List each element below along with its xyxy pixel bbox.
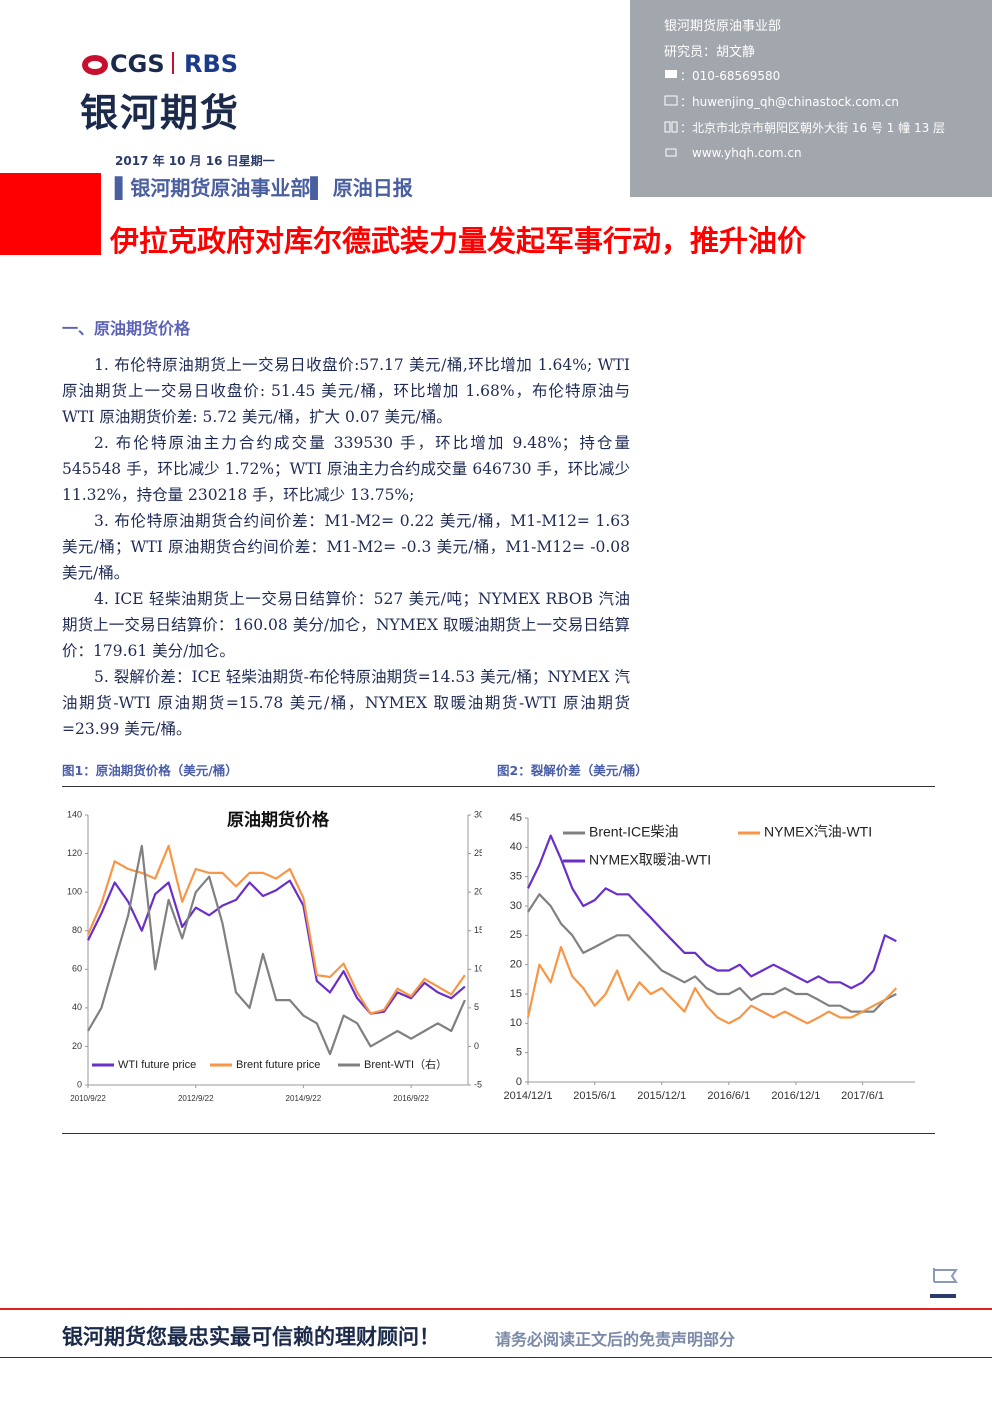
chart: 0 20 40 60 80 100 120 140 -5 0 5 10 15 20 25 30 2010/9/2… <box>67 809 482 1103</box>
y-tick-label: 20 <box>72 1041 82 1051</box>
website: www.yhqh.com.cn <box>692 146 802 160</box>
paragraph: 1. 布伦特原油期货上一交易日收盘价:57.17 美元/桶,环比增加 1.64%… <box>62 356 630 426</box>
chart-title: 原油期货价格 <box>227 809 330 829</box>
y2-tick-label: 15 <box>474 925 482 935</box>
researcher: 研究员：胡文静 <box>664 45 756 60</box>
y-tick-label: 45 <box>510 812 522 824</box>
x-tick-label: 2015/6/1 <box>573 1090 616 1102</box>
y-tick-label: 5 <box>516 1047 522 1059</box>
legend-label: Brent future price <box>236 1059 320 1071</box>
y-tick-label: 0 <box>77 1079 82 1089</box>
logo-divider <box>172 52 174 74</box>
y-tick-label: 0 <box>516 1076 522 1088</box>
y-tick-label: 40 <box>72 1002 82 1012</box>
x-tick-label: 2016/9/22 <box>393 1094 429 1103</box>
x-tick-label: 2016/6/1 <box>707 1090 750 1102</box>
legend-label: NYMEX汽油-WTI <box>764 824 872 840</box>
book-icon <box>664 121 678 133</box>
banner: ▌银河期货原油事业部▌ 原油日报 <box>115 176 413 200</box>
legend-label: Brent-ICE柴油 <box>589 824 678 840</box>
series-line <box>86 844 466 1015</box>
figure-caption: 图2：裂解价差（美元/桶） <box>497 763 648 778</box>
x-tick-label: 2014/12/1 <box>504 1090 553 1102</box>
paragraph: 2. 布伦特原油主力合约成交量 339530 手，环比增加 9.48%；持仓量 … <box>62 434 630 504</box>
paragraph: 3. 布伦特原油期货合约间价差：M1-M2= 0.22 美元/桶，M1-M12=… <box>62 512 630 582</box>
contact-icons <box>664 70 678 157</box>
y2-tick-label: 5 <box>474 1002 479 1012</box>
x-tick-label: 2010/9/22 <box>70 1094 106 1103</box>
headline: 伊拉克政府对库尔德武装力量发起军事行动，推升油价 <box>110 224 807 258</box>
section-title: 一、原油期货价格 <box>62 319 191 338</box>
paragraph: 4. ICE 轻柴油期货上一交易日结算价：527 美元/吨；NYMEX RBOB… <box>62 590 630 660</box>
y-tick-label: 80 <box>72 925 82 935</box>
y-tick-label: 140 <box>67 809 82 819</box>
y2-tick-label: 10 <box>474 964 482 974</box>
rule <box>62 786 935 787</box>
x-tick-label: 2014/9/22 <box>286 1094 322 1103</box>
computer-icon <box>665 148 677 157</box>
y-tick-label: 15 <box>510 988 522 1000</box>
logo: CGS RBS <box>80 50 270 80</box>
y-tick-label: 30 <box>510 900 522 912</box>
y-tick-label: 35 <box>510 871 522 883</box>
mail-icon <box>664 95 678 106</box>
disclaimer: 请务必阅读正文后的免责声明部分 <box>495 1330 736 1349</box>
contact-box: 银河期货原油事业部 研究员：胡文静 ：010-68569580 ：huwenji… <box>630 0 992 197</box>
logo-icon <box>82 55 108 75</box>
y-tick-label: 60 <box>72 964 82 974</box>
x-tick-label: 2012/9/22 <box>178 1094 214 1103</box>
y2-tick-label: -5 <box>474 1079 482 1089</box>
x-tick-label: 2015/12/1 <box>637 1090 686 1102</box>
y-tick-label: 100 <box>67 887 82 897</box>
x-tick-label: 2017/6/1 <box>841 1090 884 1102</box>
y-tick-label: 40 <box>510 841 522 853</box>
report-date: 2017 年 10 月 16 日星期一 <box>115 154 275 168</box>
phone: ：010-68569580 <box>680 69 781 83</box>
series-line <box>527 834 897 990</box>
y2-tick-label: 25 <box>474 848 482 858</box>
logo-cgs: CGS <box>110 50 165 78</box>
footer-rule <box>0 1308 992 1310</box>
y2-tick-label: 20 <box>474 887 482 897</box>
y-tick-label: 120 <box>67 848 82 858</box>
slogan: 银河期货您最忠实最可信赖的理财顾问！ <box>62 1325 440 1349</box>
rule <box>62 1133 935 1134</box>
y-tick-label: 10 <box>510 1017 522 1029</box>
x-tick-label: 2016/12/1 <box>771 1090 820 1102</box>
y-tick-label: 20 <box>510 959 522 971</box>
series-line <box>87 879 466 1015</box>
y2-tick-label: 30 <box>474 809 482 819</box>
series-line <box>527 893 897 1013</box>
legend-label: Brent-WTI（右） <box>364 1057 447 1071</box>
footer-rule <box>0 1357 992 1358</box>
series-line <box>526 946 898 1025</box>
page-icon <box>930 1268 958 1298</box>
phone-icon <box>665 70 677 78</box>
chart: 0 5 10 15 20 25 30 35 40 45 2014/12/1 2015/6/1 2015/… <box>504 812 915 1102</box>
department: 银河期货原油事业部 <box>664 19 782 34</box>
legend-label: WTI future price <box>118 1059 196 1071</box>
paragraph: 5. 裂解价差：ICE 轻柴油期货-布伦特原油期货=14.53 美元/桶；NYM… <box>62 668 630 738</box>
address: ：北京市北京市朝阳区朝外大街 16 号 1 幢 13 层 <box>680 121 946 135</box>
logo-name: 银河期货 <box>80 91 241 135</box>
figure-caption: 图1：原油期货价格（美元/桶） <box>62 763 238 778</box>
logo-rbs: RBS <box>184 50 239 78</box>
y-tick-label: 25 <box>510 929 522 941</box>
red-block <box>0 173 101 255</box>
series-line <box>87 844 466 1056</box>
y2-tick-label: 0 <box>474 1041 479 1051</box>
legend-label: NYMEX取暖油-WTI <box>589 852 711 868</box>
email: ：huwenjing_qh@chinastock.com.cn <box>680 95 899 109</box>
